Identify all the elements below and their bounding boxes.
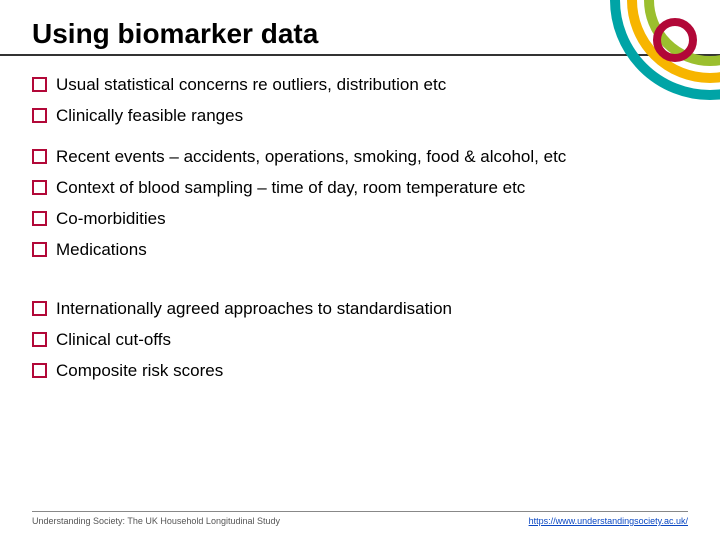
footer-text: Understanding Society: The UK Household …: [32, 516, 280, 526]
list-item: Internationally agreed approaches to sta…: [32, 298, 688, 321]
list-item: Recent events – accidents, operations, s…: [32, 146, 688, 169]
slide: Using biomarker data Usual statistical c…: [0, 0, 720, 540]
list-item: Clinically feasible ranges: [32, 105, 688, 128]
list-item: Clinical cut-offs: [32, 329, 688, 352]
footer: Understanding Society: The UK Household …: [32, 511, 688, 526]
bullet-group-2: Recent events – accidents, operations, s…: [32, 146, 688, 262]
bullet-group-1: Usual statistical concerns re outliers, …: [32, 74, 688, 128]
page-title: Using biomarker data: [32, 18, 688, 50]
list-item: Usual statistical concerns re outliers, …: [32, 74, 688, 97]
list-item: Context of blood sampling – time of day,…: [32, 177, 688, 200]
footer-link[interactable]: https://www.understandingsociety.ac.uk/: [529, 516, 688, 526]
title-rule: [0, 54, 720, 56]
bullet-group-3: Internationally agreed approaches to sta…: [32, 298, 688, 383]
list-item: Composite risk scores: [32, 360, 688, 383]
list-item: Co-morbidities: [32, 208, 688, 231]
list-item: Medications: [32, 239, 688, 262]
